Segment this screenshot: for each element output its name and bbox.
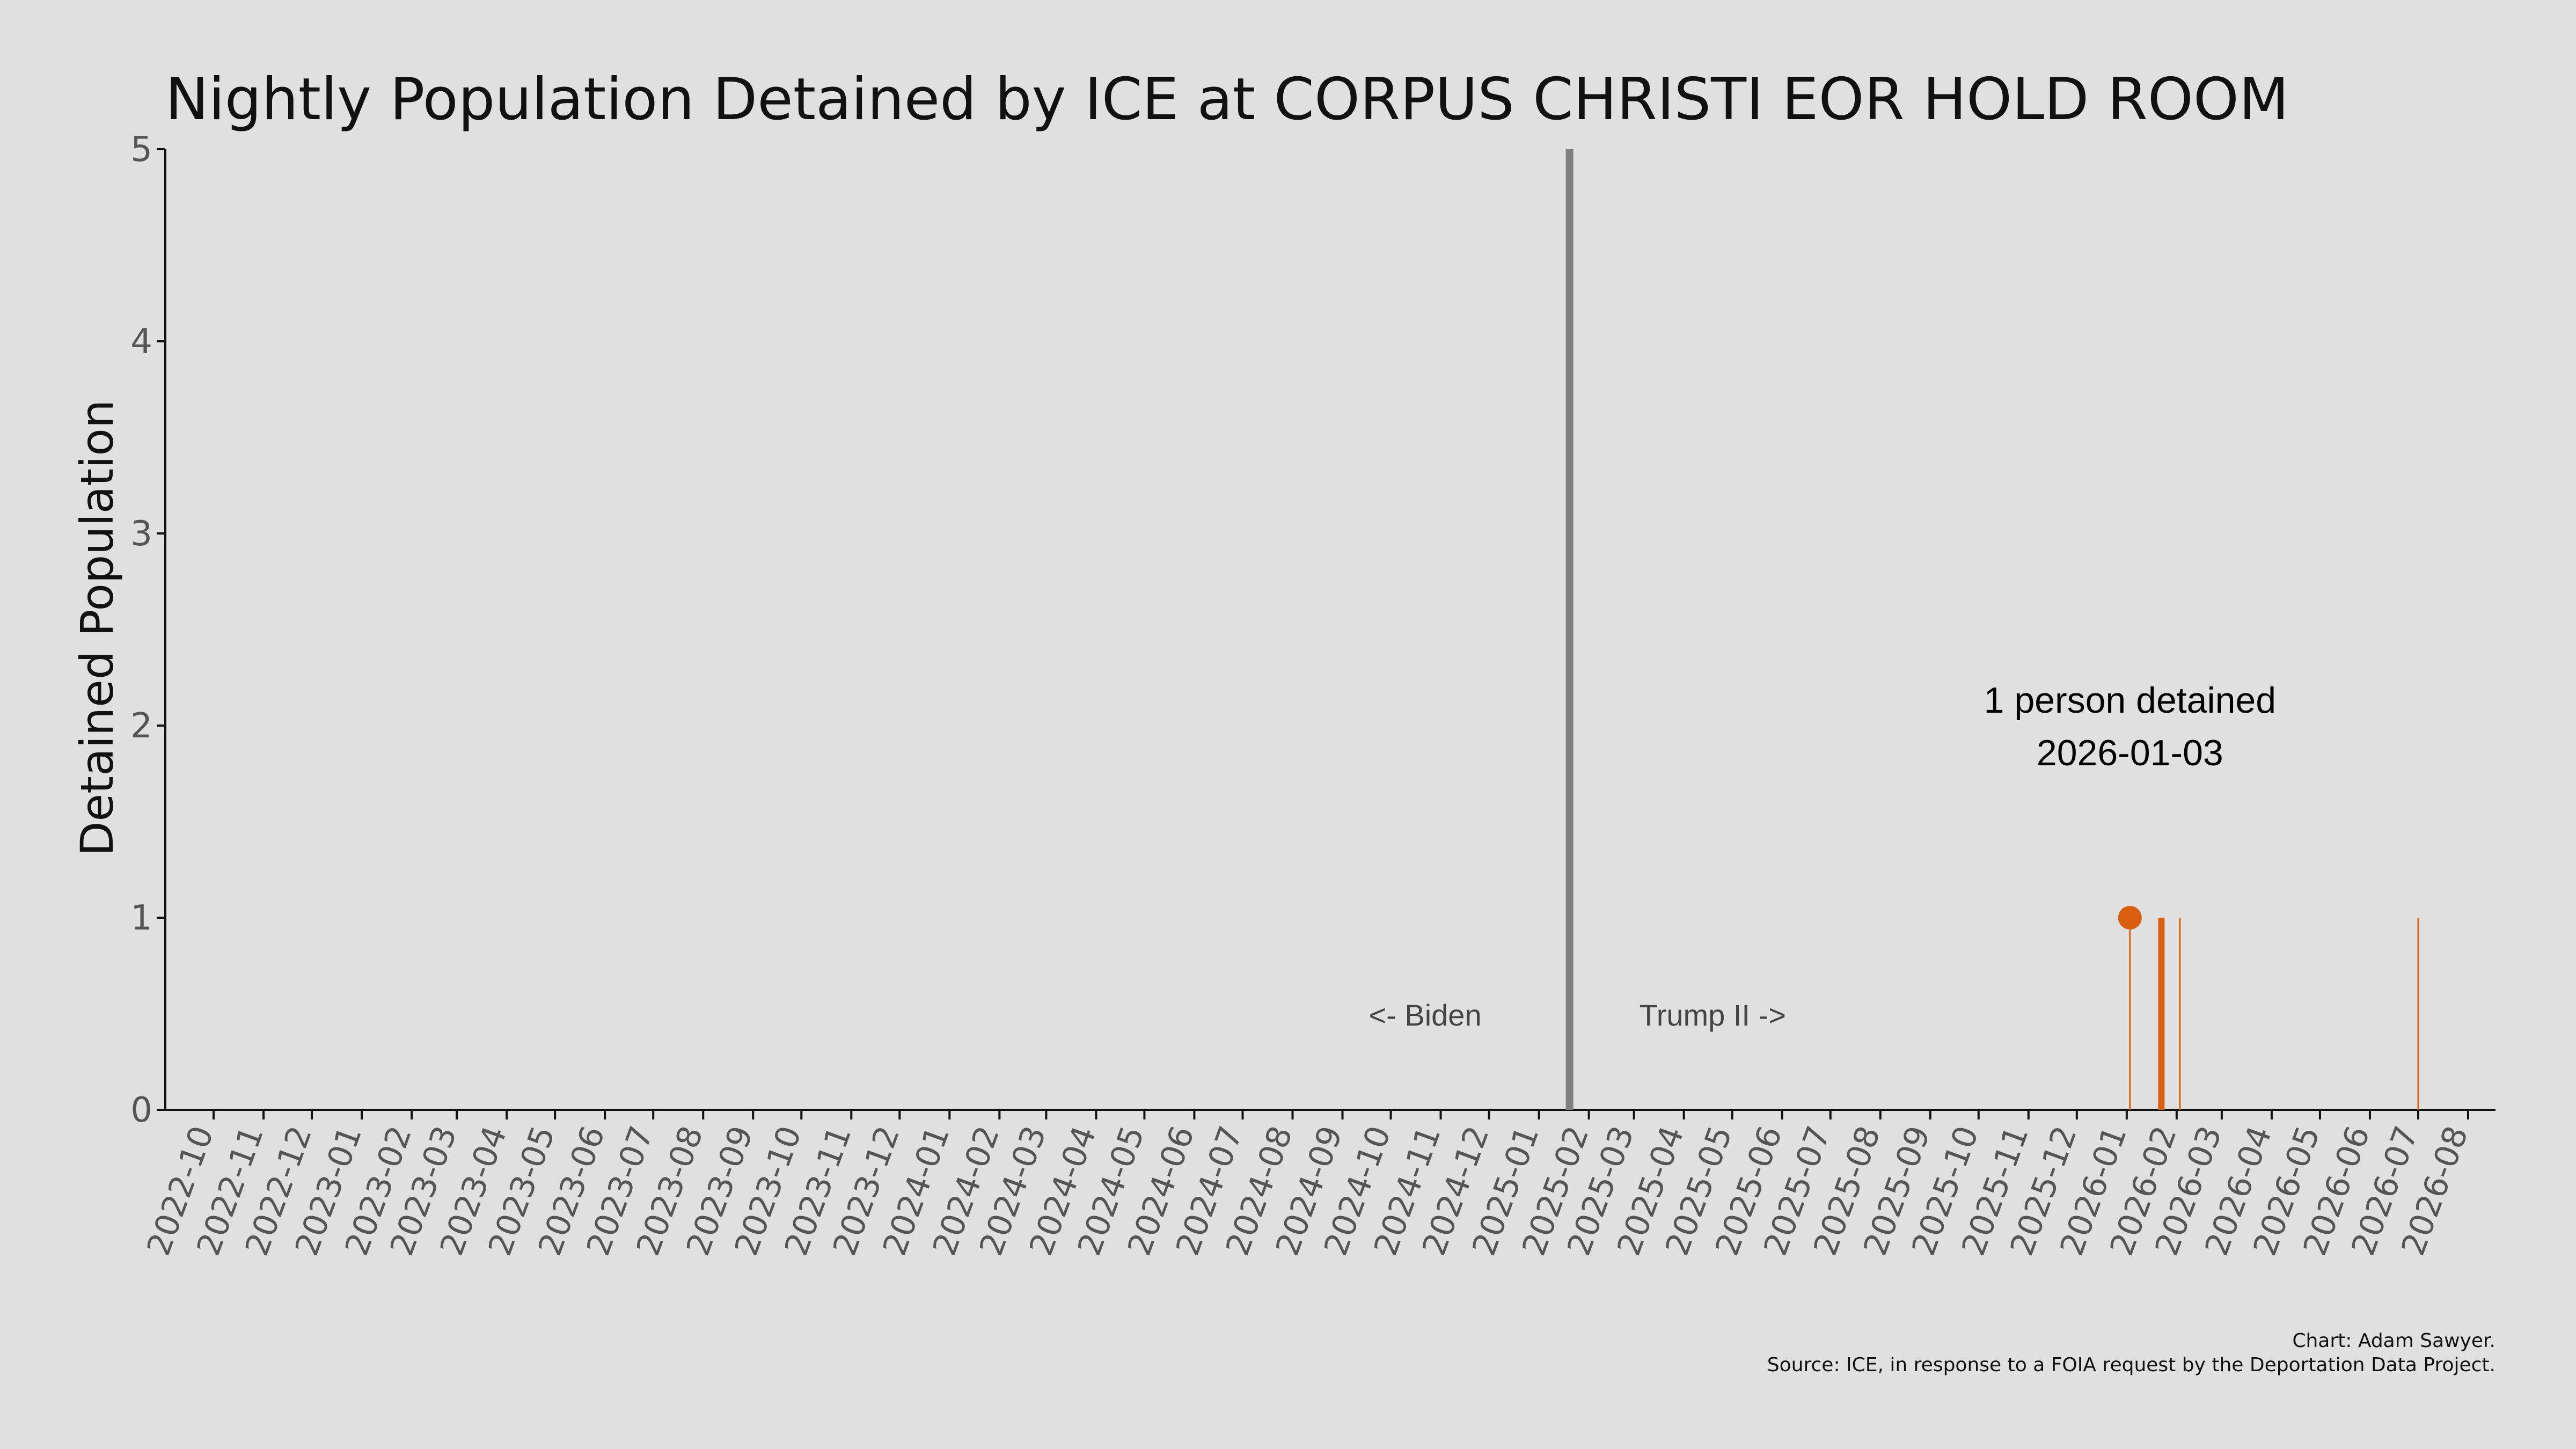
- biden-label: <- Biden: [1368, 998, 1481, 1032]
- highlight-label-date: 2026-01-03: [2037, 733, 2223, 773]
- y-tick-label: 3: [130, 514, 152, 554]
- y-tick-label: 5: [130, 130, 152, 170]
- y-tick-label: 2: [130, 706, 152, 746]
- y-tick-label: 4: [130, 322, 152, 362]
- highlight-point: [2118, 906, 2142, 930]
- bar: [2160, 918, 2162, 1110]
- bar: [2129, 918, 2131, 1110]
- highlight-label-count: 1 person detained: [1984, 680, 2276, 721]
- y-axis-label: Detained Population: [71, 400, 123, 856]
- trump-label: Trump II ->: [1640, 998, 1786, 1032]
- bars: [2129, 918, 2419, 1110]
- bar: [2417, 918, 2419, 1110]
- y-tick-label: 0: [130, 1091, 152, 1130]
- era-divider: <- Biden Trump II ->: [1368, 149, 1786, 1110]
- highlight-annotation: 1 person detained 2026-01-03: [1984, 680, 2276, 930]
- bar: [2179, 918, 2181, 1110]
- x-axis: 2022-102022-112022-122023-012023-022023-…: [140, 1109, 2496, 1261]
- y-tick-label: 1: [130, 898, 152, 938]
- y-axis: 0 1 2 3 4 5: [130, 130, 166, 1130]
- bar: [2163, 918, 2165, 1110]
- chart-title: Nightly Population Detained by ICE at CO…: [165, 66, 2289, 133]
- chart-credit: Chart: Adam Sawyer.: [2292, 1330, 2496, 1352]
- bar: [2161, 918, 2163, 1110]
- bar: [2158, 918, 2160, 1110]
- chart-source: Source: ICE, in response to a FOIA reque…: [1767, 1354, 2496, 1376]
